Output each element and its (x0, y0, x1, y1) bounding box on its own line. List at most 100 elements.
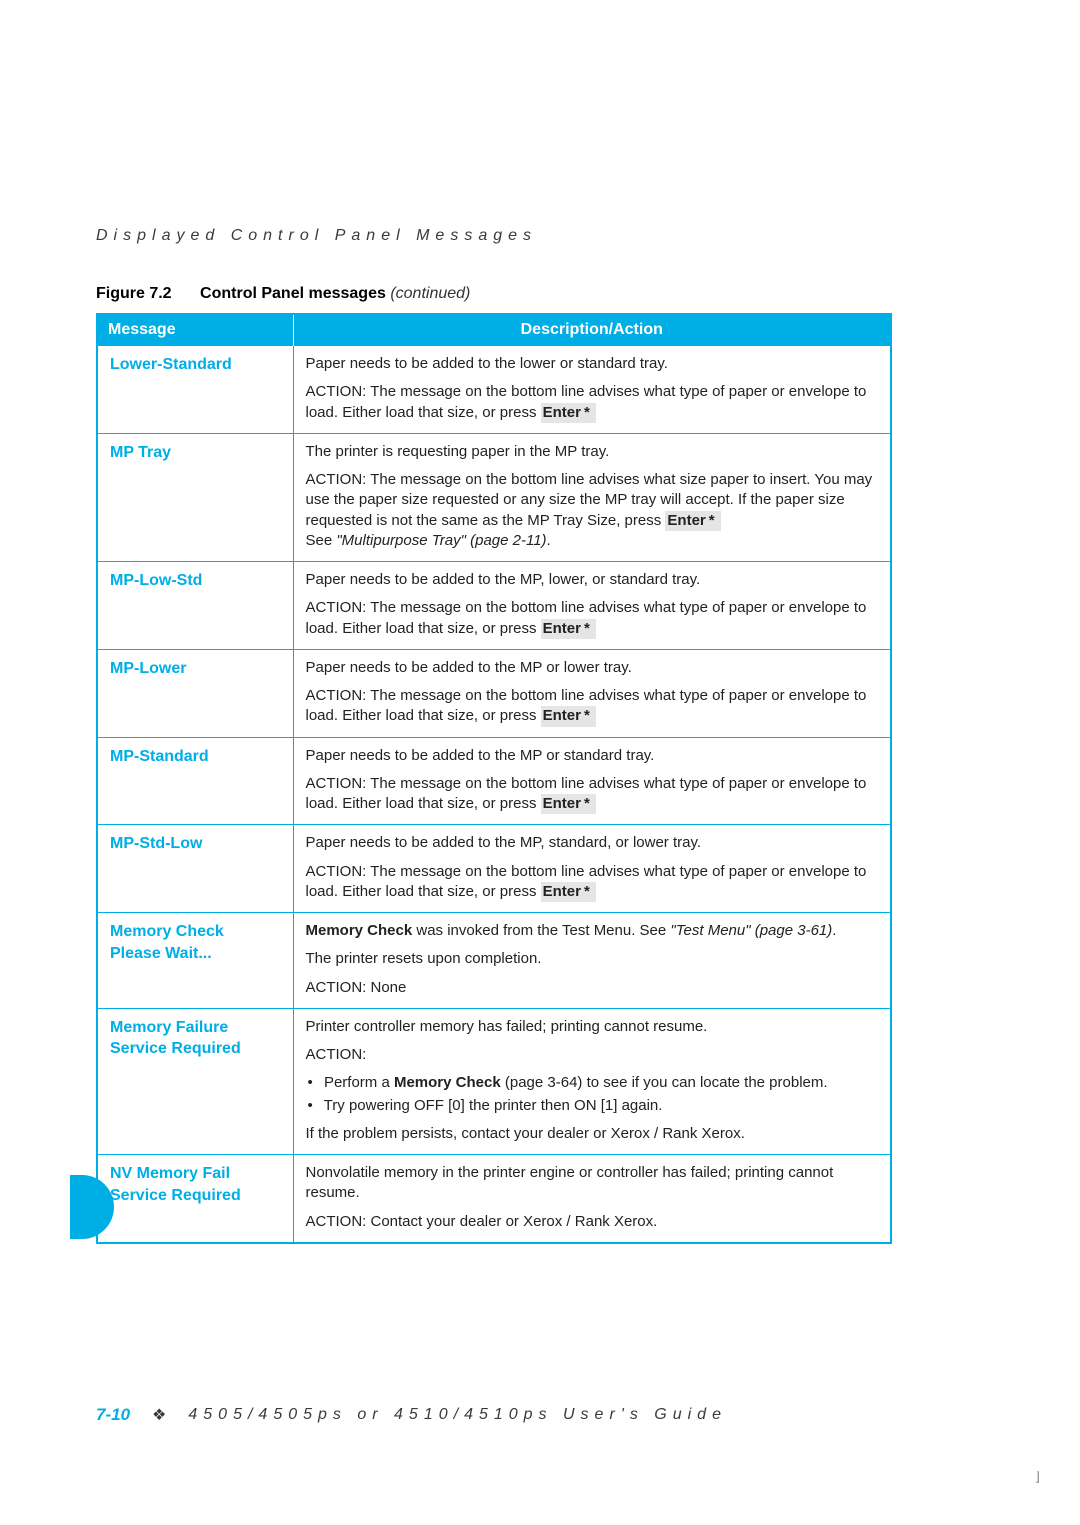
desc-para: ACTION: The message on the bottom line a… (306, 862, 879, 903)
enter-word: Enter (543, 795, 581, 812)
desc-bold: Memory Check (394, 1074, 501, 1091)
enter-key: Enter* (541, 403, 596, 423)
desc-text: . (547, 532, 551, 549)
star-icon: * (584, 795, 590, 812)
desc-bold: Memory Check (306, 922, 413, 939)
label-line: MP-Standard (110, 746, 281, 768)
desc-text: (page 3-64) to see if you can locate the… (501, 1074, 828, 1091)
desc-para: The printer is requesting paper in the M… (306, 442, 879, 462)
label-line: Lower-Standard (110, 354, 281, 376)
diamond-icon: ❖ (152, 1405, 166, 1425)
guide-title: 4505/4505ps or 4510/4510ps User's Guide (188, 1406, 727, 1424)
label-line: NV Memory Fail (110, 1163, 281, 1185)
page-footer: 7-10 ❖ 4505/4505ps or 4510/4510ps User's… (96, 1405, 727, 1425)
table-row: Memory Check Please Wait... Memory Check… (97, 913, 891, 1009)
desc-para: ACTION: Contact your dealer or Xerox / R… (306, 1212, 879, 1232)
desc-para: ACTION: (306, 1045, 879, 1065)
star-icon: * (709, 512, 715, 529)
message-label: NV Memory Fail Service Required (97, 1155, 293, 1243)
crop-mark-icon: ⌋ (1035, 1469, 1040, 1485)
desc-text: See (306, 532, 337, 549)
label-line: MP-Lower (110, 658, 281, 680)
desc-ref: "Test Menu" (page 3-61) (670, 922, 832, 939)
page-container: Displayed Control Panel Messages Figure … (0, 0, 1080, 1525)
table-row: Memory Failure Service Required Printer … (97, 1008, 891, 1154)
label-line: MP-Std-Low (110, 833, 281, 855)
message-description: Nonvolatile memory in the printer engine… (293, 1155, 891, 1243)
desc-para: ACTION: The message on the bottom line a… (306, 686, 879, 727)
table-row: NV Memory Fail Service Required Nonvolat… (97, 1155, 891, 1243)
desc-text: was invoked from the Test Menu. See (412, 922, 670, 939)
figure-continued: (continued) (390, 285, 470, 302)
desc-para: Paper needs to be added to the MP or sta… (306, 746, 879, 766)
desc-para: ACTION: None (306, 978, 879, 998)
desc-para: ACTION: The message on the bottom line a… (306, 382, 879, 423)
message-label: MP-Low-Std (97, 562, 293, 650)
message-label: Memory Check Please Wait... (97, 913, 293, 1009)
enter-key: Enter* (541, 794, 596, 814)
message-label: MP Tray (97, 433, 293, 561)
bullet-item: Try powering OFF [0] the printer then ON… (306, 1096, 879, 1116)
desc-para: Printer controller memory has failed; pr… (306, 1017, 879, 1037)
table-row: MP-Std-Low Paper needs to be added to th… (97, 825, 891, 913)
desc-text: . (832, 922, 836, 939)
enter-word: Enter (667, 512, 705, 529)
enter-word: Enter (543, 404, 581, 421)
desc-para: Paper needs to be added to the MP or low… (306, 658, 879, 678)
label-line: Memory Check (110, 921, 281, 943)
star-icon: * (584, 404, 590, 421)
desc-para: Paper needs to be added to the MP, lower… (306, 570, 879, 590)
enter-key: Enter* (541, 706, 596, 726)
label-line: MP Tray (110, 442, 281, 464)
page-number: 7-10 (96, 1405, 130, 1425)
message-label: MP-Standard (97, 737, 293, 825)
message-description: Paper needs to be added to the MP, lower… (293, 562, 891, 650)
star-icon: * (584, 620, 590, 637)
message-description: Memory Check was invoked from the Test M… (293, 913, 891, 1009)
table-row: MP-Low-Std Paper needs to be added to th… (97, 562, 891, 650)
enter-key: Enter* (541, 619, 596, 639)
table-row: MP-Standard Paper needs to be added to t… (97, 737, 891, 825)
desc-para: ACTION: The message on the bottom line a… (306, 470, 879, 551)
enter-key: Enter* (541, 882, 596, 902)
desc-para: Paper needs to be added to the lower or … (306, 354, 879, 374)
message-description: Paper needs to be added to the MP or low… (293, 649, 891, 737)
desc-para: Paper needs to be added to the MP, stand… (306, 833, 879, 853)
desc-para: ACTION: The message on the bottom line a… (306, 598, 879, 639)
message-label: Memory Failure Service Required (97, 1008, 293, 1154)
label-line: MP-Low-Std (110, 570, 281, 592)
label-line: Service Required (110, 1185, 281, 1207)
message-label: Lower-Standard (97, 346, 293, 434)
desc-para: The printer resets upon completion. (306, 949, 879, 969)
table-row: MP Tray The printer is requesting paper … (97, 433, 891, 561)
enter-word: Enter (543, 707, 581, 724)
bullet-item: Perform a Memory Check (page 3-64) to se… (306, 1073, 879, 1093)
label-line: Memory Failure (110, 1017, 281, 1039)
figure-caption: Figure 7.2 Control Panel messages (conti… (96, 285, 985, 303)
table-row: Lower-Standard Paper needs to be added t… (97, 346, 891, 434)
enter-word: Enter (543, 620, 581, 637)
table-row: MP-Lower Paper needs to be added to the … (97, 649, 891, 737)
table-header-row: Message Description/Action (97, 314, 891, 346)
message-label: MP-Lower (97, 649, 293, 737)
desc-ref: "Multipurpose Tray" (page 2-11) (336, 532, 546, 549)
desc-text: ACTION: The message on the bottom line a… (306, 471, 873, 529)
running-head: Displayed Control Panel Messages (96, 227, 985, 245)
figure-title: Control Panel messages (200, 285, 386, 302)
desc-para: If the problem persists, contact your de… (306, 1124, 879, 1144)
messages-table: Message Description/Action Lower-Standar… (96, 313, 892, 1244)
message-description: Paper needs to be added to the MP or sta… (293, 737, 891, 825)
desc-text: Try powering OFF [0] the printer then ON… (324, 1097, 663, 1114)
enter-key: Enter* (665, 511, 720, 531)
star-icon: * (584, 707, 590, 724)
enter-word: Enter (543, 883, 581, 900)
message-label: MP-Std-Low (97, 825, 293, 913)
header-description: Description/Action (293, 314, 891, 346)
label-line: Service Required (110, 1038, 281, 1060)
message-description: Paper needs to be added to the MP, stand… (293, 825, 891, 913)
desc-para: Memory Check was invoked from the Test M… (306, 921, 879, 941)
label-line: Please Wait... (110, 943, 281, 965)
figure-number: Figure 7.2 (96, 285, 172, 302)
desc-text: Perform a (324, 1074, 394, 1091)
header-message: Message (97, 314, 293, 346)
